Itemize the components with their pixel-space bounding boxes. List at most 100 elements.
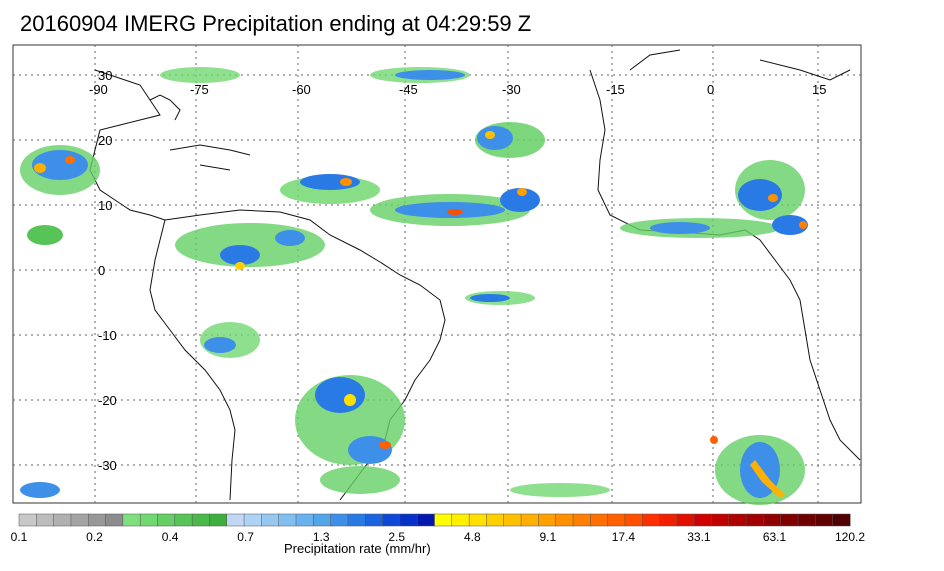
colorbar-cell bbox=[139, 513, 159, 527]
colorbar-cell bbox=[763, 513, 782, 527]
colorbar-cell bbox=[295, 513, 314, 527]
colorbar-cell bbox=[780, 513, 799, 527]
colorbar-cell bbox=[693, 513, 713, 527]
colorbar-cell bbox=[122, 513, 141, 527]
coastline-south-america-west bbox=[149, 219, 236, 501]
rain-area bbox=[32, 150, 88, 180]
colorbar-tick-label: 9.1 bbox=[539, 530, 556, 544]
rain-area bbox=[395, 70, 465, 80]
longitude-tick-label: 0 bbox=[707, 82, 714, 97]
latitude-tick-label: 10 bbox=[98, 198, 112, 213]
colorbar-cell bbox=[832, 513, 851, 527]
colorbar-tick-label: 4.8 bbox=[464, 530, 481, 544]
colorbar-cell bbox=[815, 513, 834, 527]
colorbar-cell bbox=[624, 513, 643, 527]
colorbar-cell bbox=[18, 513, 37, 527]
rain-core bbox=[768, 194, 778, 202]
rain-area bbox=[300, 174, 360, 190]
colorbar-cell bbox=[278, 513, 297, 527]
latitude-tick-label: -20 bbox=[98, 393, 117, 408]
rain-area bbox=[650, 222, 710, 234]
latitude-tick-label: 30 bbox=[98, 68, 112, 83]
rain-core bbox=[710, 436, 718, 444]
rain-core bbox=[799, 221, 807, 229]
colorbar-cell bbox=[711, 513, 730, 527]
colorbar-cell bbox=[607, 513, 626, 527]
colorbar-tick-label: 2.5 bbox=[388, 530, 405, 544]
longitude-tick-label: -75 bbox=[190, 82, 209, 97]
colorbar-tick-label: 63.1 bbox=[763, 530, 787, 544]
rain-area bbox=[470, 294, 510, 302]
rain-area bbox=[27, 225, 63, 245]
rain-area bbox=[20, 482, 60, 498]
colorbar-tick-label: 17.4 bbox=[612, 530, 636, 544]
rain-area bbox=[477, 126, 513, 150]
colorbar-cell bbox=[451, 513, 470, 527]
colorbar-cell bbox=[382, 513, 401, 527]
rain-core bbox=[447, 209, 463, 215]
rain-core bbox=[485, 131, 495, 139]
colorbar-tick-label: 0.7 bbox=[237, 530, 254, 544]
rain-area bbox=[220, 245, 260, 265]
colorbar-cell bbox=[313, 513, 332, 527]
colorbar-cell bbox=[88, 513, 107, 527]
colorbar-cell bbox=[174, 513, 193, 527]
colorbar-title: Precipitation rate (mm/hr) bbox=[284, 541, 431, 556]
colorbar-cell bbox=[642, 513, 661, 527]
colorbar-cell bbox=[728, 513, 747, 527]
colorbar-cell bbox=[209, 513, 228, 527]
colorbar-cell bbox=[105, 513, 124, 527]
colorbar-tick-labels: 0.1 0.2 0.4 0.7 1.3 2.5 4.8 9.1 17.4 33.1 63.1 120.… bbox=[11, 530, 866, 544]
rain-core bbox=[379, 441, 391, 449]
latitude-tick-label: -30 bbox=[98, 458, 117, 473]
longitude-tick-label: -90 bbox=[89, 82, 108, 97]
longitude-tick-label: -60 bbox=[292, 82, 311, 97]
colorbar-cell bbox=[555, 513, 574, 527]
colorbar-cell bbox=[399, 513, 418, 527]
latitude-tick-label: 20 bbox=[98, 133, 112, 148]
colorbar-cell bbox=[36, 513, 55, 527]
rain-area bbox=[738, 179, 782, 211]
colorbar-cells bbox=[18, 513, 851, 527]
coastline-caribbean bbox=[169, 144, 251, 171]
coastline-central-america bbox=[89, 69, 166, 221]
colorbar-cell bbox=[347, 513, 366, 527]
colorbar-tick-label: 1.3 bbox=[313, 530, 330, 544]
colorbar-cell bbox=[191, 513, 210, 527]
rain-core bbox=[517, 188, 527, 196]
longitude-tick-label: -15 bbox=[606, 82, 625, 97]
colorbar-tick-label: 33.1 bbox=[687, 530, 711, 544]
rain-core bbox=[34, 163, 46, 173]
rain-area bbox=[160, 67, 240, 83]
colorbar-tick-label: 0.2 bbox=[86, 530, 103, 544]
longitude-tick-label: 15 bbox=[812, 82, 826, 97]
axis-labels: -90 -75 -60 -45 -30 -15 0 15 30 20 10 0 -10 -20 -30 bbox=[89, 68, 826, 473]
colorbar-cell bbox=[416, 513, 436, 527]
precipitation-field bbox=[20, 67, 808, 505]
rain-core bbox=[235, 262, 245, 270]
colorbar-cell bbox=[53, 513, 72, 527]
colorbar-cell bbox=[676, 513, 695, 527]
longitude-tick-label: -45 bbox=[399, 82, 418, 97]
colorbar-cell bbox=[226, 513, 245, 527]
coastline-north-africa bbox=[629, 49, 851, 81]
latitude-tick-label: -10 bbox=[98, 328, 117, 343]
rain-core bbox=[344, 394, 356, 406]
colorbar-cell bbox=[659, 513, 678, 527]
rain-area bbox=[204, 337, 236, 353]
rain-area bbox=[275, 230, 305, 246]
latitude-tick-label: 0 bbox=[98, 263, 105, 278]
graticule bbox=[13, 45, 861, 503]
colorbar-cell bbox=[330, 513, 349, 527]
rain-core bbox=[750, 460, 785, 498]
colorbar-cell bbox=[503, 513, 522, 527]
rain-area bbox=[772, 215, 808, 235]
colorbar-cell bbox=[243, 513, 262, 527]
colorbar-cell bbox=[468, 513, 487, 527]
rain-core bbox=[340, 178, 352, 186]
colorbar-cell bbox=[590, 513, 609, 527]
colorbar-cell bbox=[157, 513, 176, 527]
colorbar-cell bbox=[797, 513, 816, 527]
map-title: 20160904 IMERG Precipitation ending at 0… bbox=[20, 11, 532, 36]
